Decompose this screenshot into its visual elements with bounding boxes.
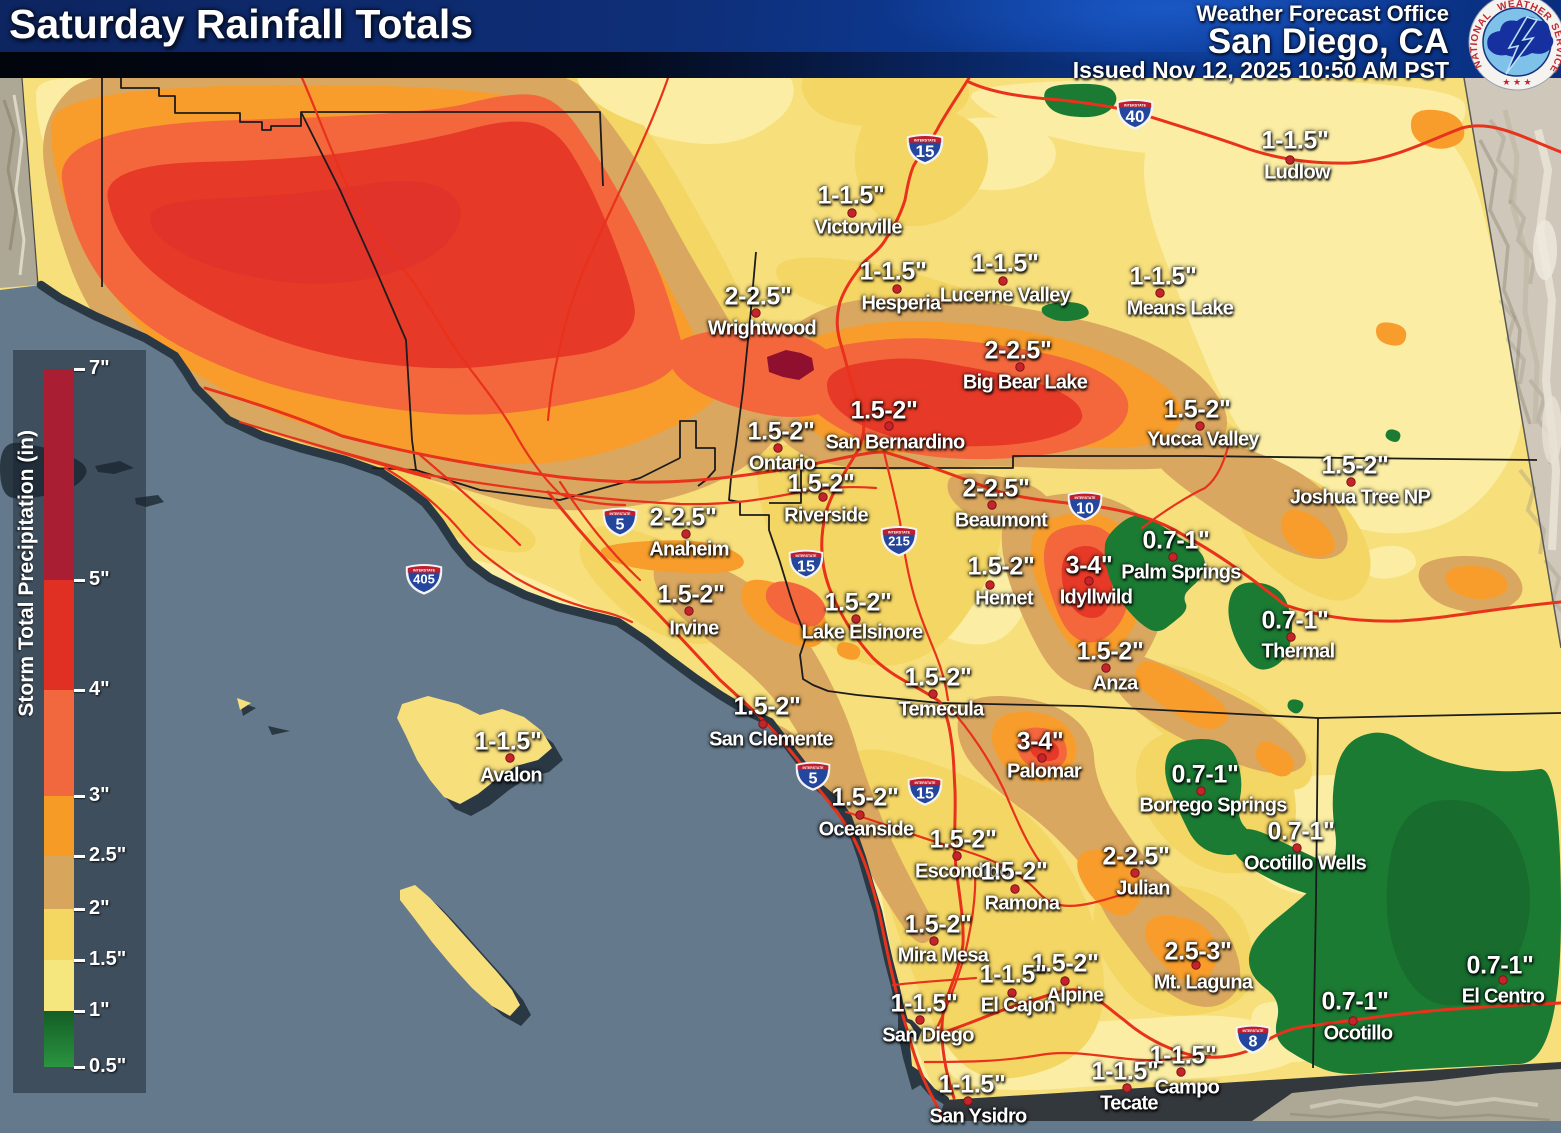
svg-text:405: 405: [413, 572, 435, 587]
svg-text:INTERSTATE: INTERSTATE: [1243, 1029, 1265, 1033]
svg-text:INTERSTATE: INTERSTATE: [610, 512, 632, 516]
svg-text:★ ★ ★: ★ ★ ★: [1502, 77, 1531, 87]
svg-text:INTERSTATE: INTERSTATE: [888, 530, 911, 534]
svg-text:INTERSTATE: INTERSTATE: [915, 781, 937, 785]
svg-text:INTERSTATE: INTERSTATE: [1075, 496, 1097, 500]
svg-text:15: 15: [916, 142, 935, 161]
svg-text:INTERSTATE: INTERSTATE: [914, 138, 937, 142]
svg-text:5: 5: [616, 516, 625, 534]
svg-text:15: 15: [916, 785, 934, 803]
svg-text:INTERSTATE: INTERSTATE: [1124, 103, 1147, 107]
svg-text:40: 40: [1126, 107, 1145, 126]
svg-text:10: 10: [1076, 500, 1094, 518]
svg-text:5: 5: [809, 770, 818, 788]
svg-text:8: 8: [1249, 1033, 1258, 1051]
svg-text:215: 215: [888, 534, 910, 549]
svg-text:INTERSTATE: INTERSTATE: [413, 568, 436, 572]
svg-text:15: 15: [797, 558, 815, 576]
svg-text:INTERSTATE: INTERSTATE: [796, 554, 818, 558]
svg-text:INTERSTATE: INTERSTATE: [803, 766, 825, 770]
